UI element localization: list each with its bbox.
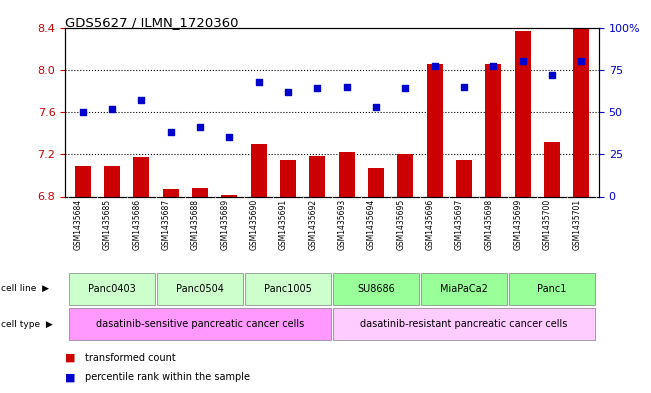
Text: GSM1435696: GSM1435696 bbox=[426, 199, 435, 250]
Bar bbox=[510, 273, 594, 305]
Bar bbox=[245, 273, 331, 305]
Bar bbox=[280, 160, 296, 196]
Text: GSM1435687: GSM1435687 bbox=[161, 199, 171, 250]
Bar bbox=[104, 166, 120, 196]
Point bbox=[342, 84, 352, 90]
Point bbox=[107, 105, 117, 112]
Text: MiaPaCa2: MiaPaCa2 bbox=[440, 284, 488, 294]
Text: GSM1435686: GSM1435686 bbox=[132, 199, 141, 250]
Text: GDS5627 / ILMN_1720360: GDS5627 / ILMN_1720360 bbox=[65, 16, 239, 29]
Point bbox=[77, 109, 88, 115]
Text: GSM1435699: GSM1435699 bbox=[514, 199, 523, 250]
Bar bbox=[70, 308, 331, 340]
Bar bbox=[251, 144, 267, 196]
Text: ■: ■ bbox=[65, 372, 76, 382]
Point bbox=[547, 72, 557, 78]
Text: GSM1435695: GSM1435695 bbox=[396, 199, 406, 250]
Text: GSM1435693: GSM1435693 bbox=[338, 199, 347, 250]
Text: GSM1435697: GSM1435697 bbox=[455, 199, 464, 250]
Point bbox=[576, 58, 587, 64]
Bar bbox=[426, 64, 443, 196]
Bar bbox=[75, 166, 90, 196]
Point bbox=[459, 84, 469, 90]
Bar bbox=[544, 141, 560, 196]
Text: GSM1435692: GSM1435692 bbox=[309, 199, 317, 250]
Text: GSM1435684: GSM1435684 bbox=[74, 199, 83, 250]
Point bbox=[430, 63, 440, 70]
Bar bbox=[339, 152, 355, 196]
Text: GSM1435691: GSM1435691 bbox=[279, 199, 288, 250]
Bar bbox=[309, 156, 326, 196]
Text: ■: ■ bbox=[65, 353, 76, 363]
Text: GSM1435694: GSM1435694 bbox=[367, 199, 376, 250]
Text: GSM1435700: GSM1435700 bbox=[543, 199, 552, 250]
Bar bbox=[333, 308, 594, 340]
Bar bbox=[192, 188, 208, 196]
Point bbox=[371, 104, 381, 110]
Text: percentile rank within the sample: percentile rank within the sample bbox=[85, 372, 249, 382]
Point bbox=[518, 58, 528, 64]
Point bbox=[136, 97, 146, 103]
Bar bbox=[456, 160, 472, 196]
Text: GSM1435698: GSM1435698 bbox=[484, 199, 493, 250]
Bar bbox=[333, 273, 419, 305]
Point bbox=[283, 88, 293, 95]
Point bbox=[224, 134, 234, 141]
Point bbox=[253, 79, 264, 85]
Bar bbox=[485, 64, 501, 196]
Text: GSM1435689: GSM1435689 bbox=[220, 199, 229, 250]
Text: GSM1435690: GSM1435690 bbox=[250, 199, 258, 250]
Bar bbox=[158, 273, 243, 305]
Bar bbox=[70, 273, 154, 305]
Text: GSM1435688: GSM1435688 bbox=[191, 199, 200, 250]
Bar bbox=[574, 28, 589, 196]
Point bbox=[488, 63, 499, 70]
Text: cell type  ▶: cell type ▶ bbox=[1, 320, 52, 329]
Bar bbox=[421, 273, 506, 305]
Point bbox=[165, 129, 176, 136]
Text: GSM1435701: GSM1435701 bbox=[572, 199, 581, 250]
Text: transformed count: transformed count bbox=[85, 353, 175, 363]
Bar bbox=[397, 154, 413, 196]
Text: Panc1: Panc1 bbox=[537, 284, 566, 294]
Text: cell line  ▶: cell line ▶ bbox=[1, 285, 49, 293]
Text: Panc1005: Panc1005 bbox=[264, 284, 312, 294]
Bar bbox=[514, 31, 531, 196]
Bar bbox=[221, 195, 238, 196]
Point bbox=[312, 85, 322, 92]
Text: dasatinib-resistant pancreatic cancer cells: dasatinib-resistant pancreatic cancer ce… bbox=[360, 319, 568, 329]
Text: SU8686: SU8686 bbox=[357, 284, 395, 294]
Text: Panc0504: Panc0504 bbox=[176, 284, 224, 294]
Text: GSM1435685: GSM1435685 bbox=[103, 199, 112, 250]
Text: dasatinib-sensitive pancreatic cancer cells: dasatinib-sensitive pancreatic cancer ce… bbox=[96, 319, 304, 329]
Bar bbox=[368, 168, 384, 196]
Point bbox=[400, 85, 411, 92]
Bar bbox=[133, 158, 150, 196]
Point bbox=[195, 124, 205, 130]
Bar bbox=[163, 189, 179, 196]
Text: Panc0403: Panc0403 bbox=[88, 284, 136, 294]
